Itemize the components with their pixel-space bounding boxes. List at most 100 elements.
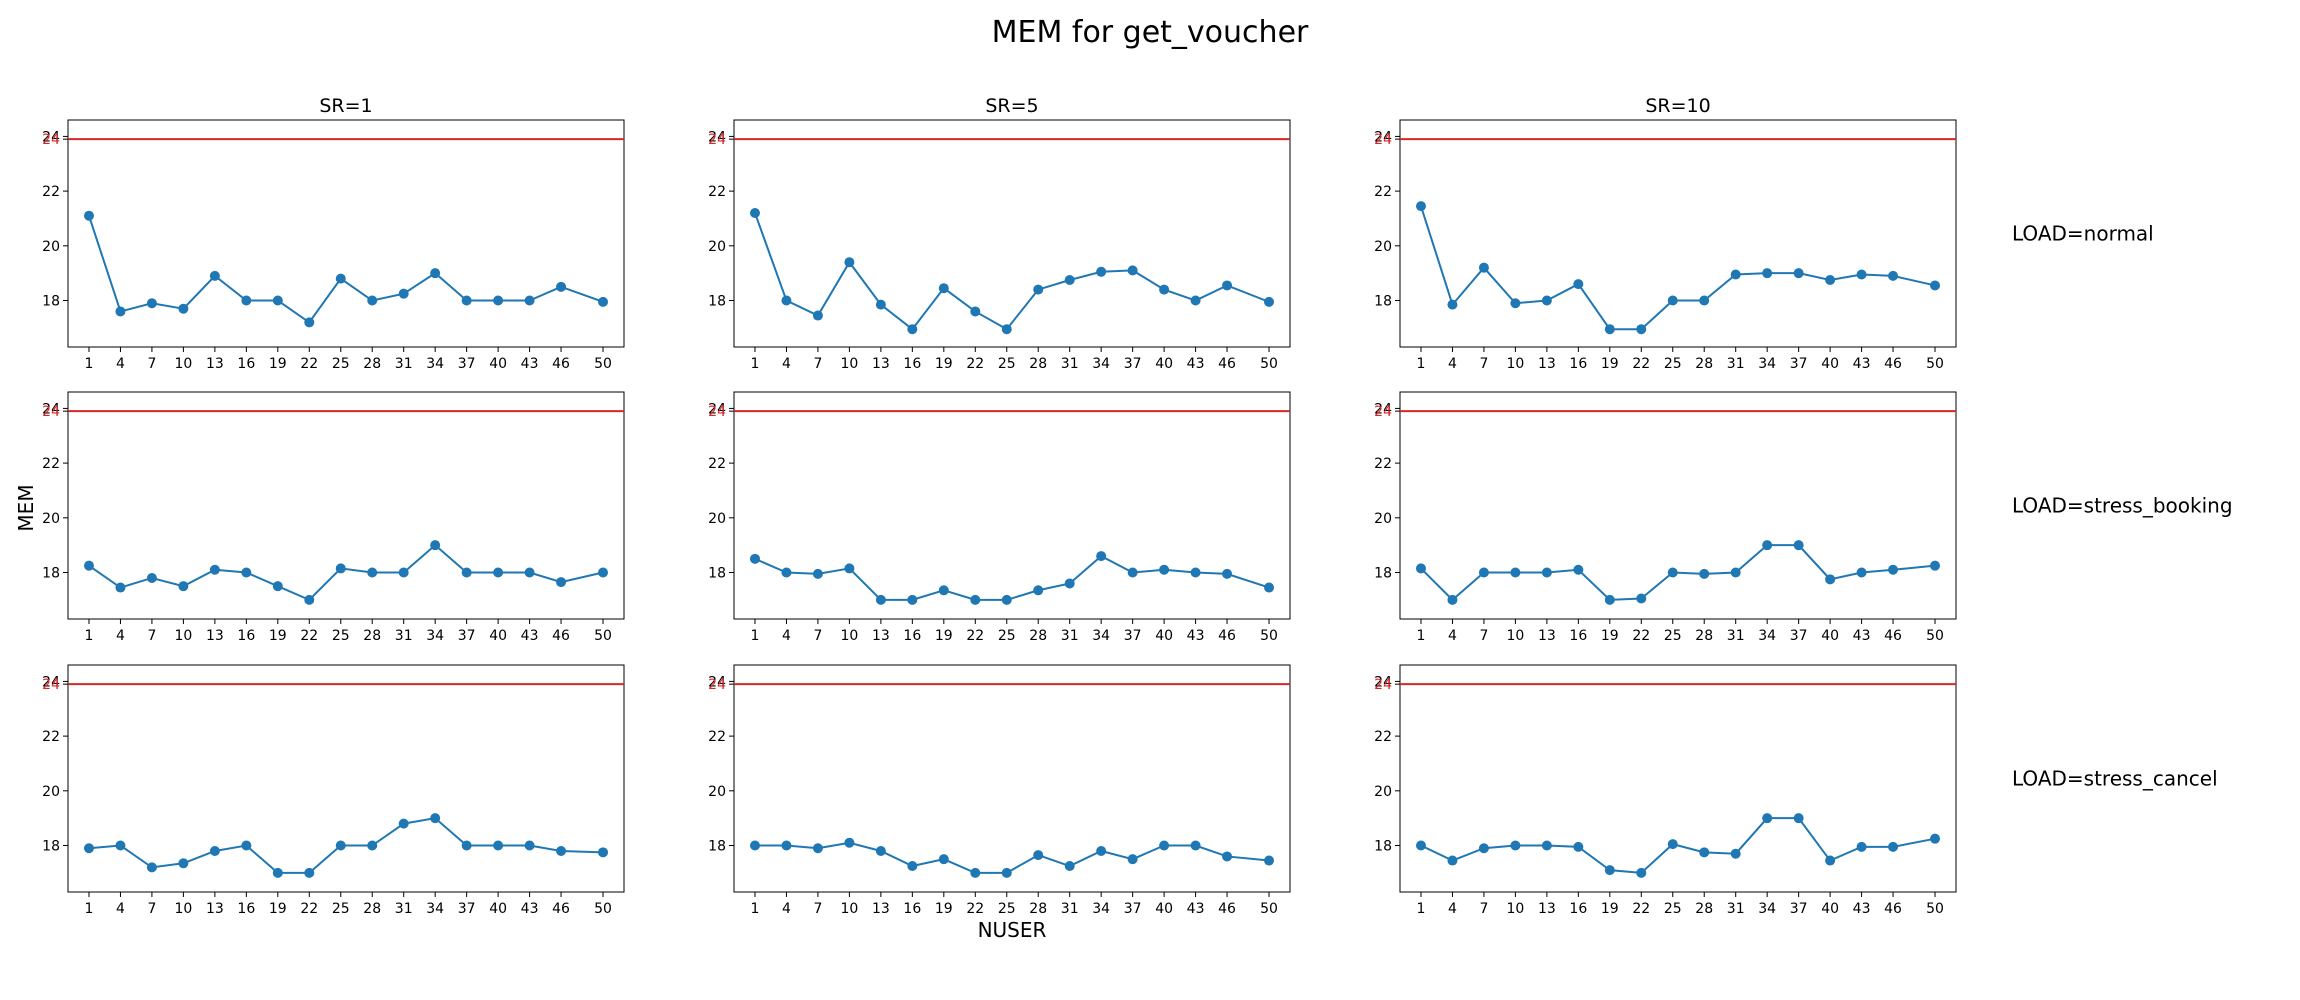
x-tick-label: 25 — [1664, 901, 1682, 917]
data-point — [907, 324, 918, 335]
data-point — [367, 295, 378, 306]
data-point — [1190, 567, 1201, 578]
reference-line-label: 24 — [1374, 132, 1392, 148]
data-point — [1699, 295, 1710, 306]
data-point — [1604, 594, 1615, 605]
row-label: LOAD=stress_cancel — [2012, 767, 2218, 791]
plot-frame — [733, 119, 1291, 348]
data-point — [1096, 845, 1107, 856]
data-point — [83, 843, 94, 854]
y-tick-label: 24 — [1374, 401, 1392, 417]
x-tick-label: 4 — [116, 356, 125, 372]
data-point — [1447, 855, 1458, 866]
data-point — [1222, 568, 1233, 579]
plot-frame — [67, 119, 625, 348]
data-point — [1541, 567, 1552, 578]
x-tick-label: 1 — [1417, 901, 1426, 917]
x-tick-label: 40 — [489, 901, 507, 917]
x-tick-label: 22 — [966, 356, 984, 372]
x-tick-label: 40 — [1155, 901, 1173, 917]
x-tick-label: 40 — [489, 356, 507, 372]
y-tick-label: 24 — [708, 129, 726, 145]
x-tick-label: 37 — [458, 356, 476, 372]
reference-line-label: 24 — [708, 677, 726, 693]
data-point — [1001, 594, 1012, 605]
data-point — [938, 585, 949, 596]
y-tick-label: 24 — [42, 401, 60, 417]
x-tick-label: 28 — [1029, 356, 1047, 372]
data-point — [970, 594, 981, 605]
x-tick-label: 46 — [1218, 356, 1236, 372]
x-tick-label: 22 — [966, 901, 984, 917]
data-point — [1667, 295, 1678, 306]
data-point — [598, 847, 609, 858]
x-tick-label: 16 — [237, 901, 255, 917]
data-point — [209, 270, 220, 281]
x-tick-label: 7 — [147, 901, 156, 917]
data-point — [844, 563, 855, 574]
y-tick-label: 20 — [42, 511, 60, 527]
data-point — [1856, 269, 1867, 280]
data-point — [1888, 841, 1899, 852]
x-tick-label: 1 — [85, 356, 94, 372]
x-tick-label: 10 — [840, 628, 858, 644]
data-point — [1793, 813, 1804, 824]
x-tick-label: 16 — [1569, 356, 1587, 372]
data-point — [398, 567, 409, 578]
x-tick-label: 34 — [426, 628, 444, 644]
x-tick-label: 31 — [395, 628, 413, 644]
data-point — [938, 283, 949, 294]
x-tick-label: 4 — [1448, 628, 1457, 644]
x-tick-label: 37 — [1790, 628, 1808, 644]
x-tick-label: 25 — [332, 901, 350, 917]
x-tick-label: 7 — [147, 628, 156, 644]
x-tick-label: 43 — [1187, 901, 1205, 917]
x-tick-label: 7 — [813, 901, 822, 917]
x-tick-label: 46 — [552, 628, 570, 644]
series-line — [754, 554, 1270, 601]
x-tick-label: 22 — [300, 628, 318, 644]
plot-frame — [1399, 391, 1957, 620]
x-tick-label: 50 — [1926, 356, 1944, 372]
data-point — [598, 296, 609, 307]
data-point — [1930, 560, 1941, 571]
data-point — [844, 837, 855, 848]
data-point — [1762, 540, 1773, 551]
x-tick-label: 37 — [458, 628, 476, 644]
x-tick-label: 7 — [1479, 628, 1488, 644]
data-point — [1699, 847, 1710, 858]
x-tick-label: 40 — [1821, 356, 1839, 372]
x-tick-label: 46 — [1218, 901, 1236, 917]
x-tick-label: 10 — [174, 356, 192, 372]
x-tick-label: 22 — [300, 356, 318, 372]
data-point — [1190, 840, 1201, 851]
reference-line-label: 24 — [42, 404, 60, 420]
y-tick-label: 20 — [708, 511, 726, 527]
y-tick-label: 24 — [1374, 674, 1392, 690]
x-tick-label: 22 — [1632, 901, 1650, 917]
data-point — [524, 567, 535, 578]
x-tick-label: 28 — [1029, 628, 1047, 644]
y-tick-label: 22 — [708, 184, 726, 200]
data-point — [241, 840, 252, 851]
data-point — [178, 581, 189, 592]
data-point — [1064, 578, 1075, 589]
x-tick-label: 4 — [1448, 901, 1457, 917]
data-point — [304, 317, 315, 328]
x-tick-label: 13 — [872, 628, 890, 644]
reference-line-label: 24 — [1374, 677, 1392, 693]
x-tick-label: 40 — [1155, 628, 1173, 644]
data-point — [461, 295, 472, 306]
row-label: LOAD=stress_booking — [2012, 494, 2233, 518]
x-tick-label: 13 — [1538, 628, 1556, 644]
data-point — [1064, 274, 1075, 285]
data-point — [1001, 324, 1012, 335]
x-tick-label: 43 — [1853, 628, 1871, 644]
data-point — [1222, 851, 1233, 862]
column-title: SR=5 — [985, 95, 1038, 117]
x-tick-label: 1 — [85, 628, 94, 644]
data-point — [1730, 269, 1741, 280]
